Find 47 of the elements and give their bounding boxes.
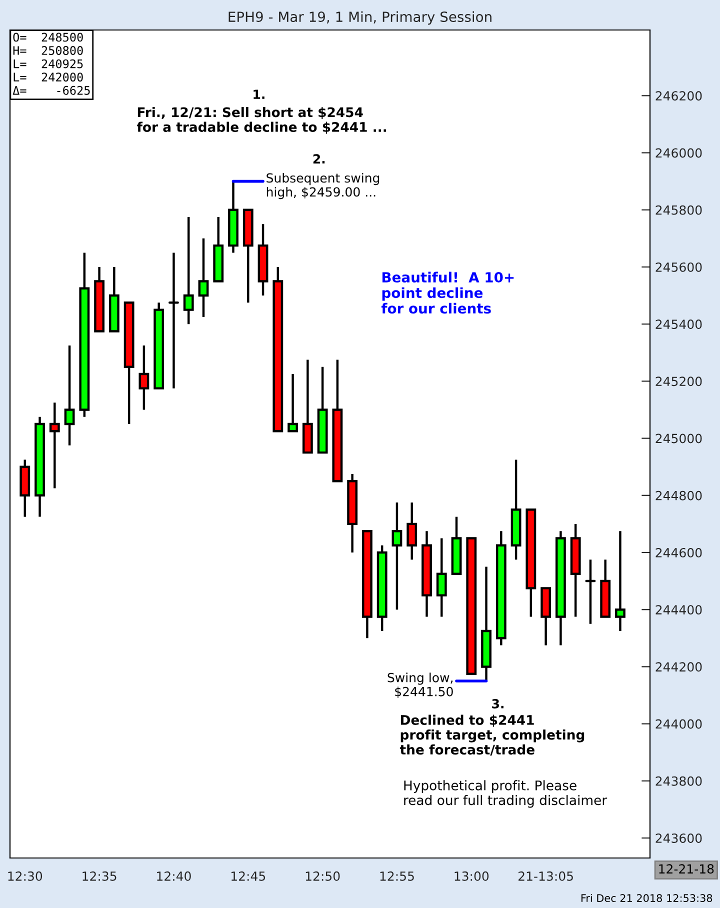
- x-tick-label: 12:50: [306, 871, 340, 881]
- annotation: Swing low, $2441.50: [388, 672, 453, 698]
- y-tick-label: 244200: [656, 662, 702, 672]
- x-tick-label: 12:55: [380, 871, 414, 881]
- text: Fri Dec 21 2018 12:53:38: [581, 894, 712, 902]
- annotation: Fri., 12/21: Sell short at $2454 for a tradable decline to $2441 ...: [136, 107, 386, 134]
- annotation: 2.: [313, 154, 325, 164]
- text: 12-21-18: [659, 864, 714, 874]
- annotation: Beautiful! A 10+ point decline for our clients: [381, 272, 514, 314]
- y-tick-label: 244000: [656, 719, 702, 729]
- annotation: Declined to $2441 profit target, completing the forecast/trade: [400, 714, 584, 756]
- y-tick-label: 246000: [656, 148, 702, 158]
- candlestick: [138, 344, 150, 411]
- candlestick: [198, 237, 209, 318]
- candlestick: [64, 344, 75, 447]
- y-tick-label: 246200: [656, 91, 702, 101]
- x-tick-label: 21-13:05: [518, 871, 573, 881]
- y-tick-label: 244600: [656, 548, 702, 558]
- x-tick-label: 12:35: [82, 871, 116, 881]
- annotation: Hypothetical profit. Please read our full trading disclaimer: [404, 780, 608, 808]
- y-tick-label: 245600: [656, 262, 702, 272]
- candlestick: [406, 501, 418, 561]
- x-tick-label: 12:45: [232, 871, 266, 881]
- candlestick: [288, 372, 298, 432]
- y-tick-label: 244400: [656, 605, 702, 615]
- x-tick-label: 12:30: [8, 871, 42, 881]
- y-tick-label: 243600: [656, 833, 702, 843]
- candlestick: [585, 558, 596, 625]
- candlestick: [49, 401, 60, 490]
- y-tick-label: 244800: [656, 490, 702, 500]
- y-tick-label: 245000: [656, 434, 702, 444]
- candlestick: [615, 530, 626, 632]
- candlestick: [436, 537, 447, 618]
- x-tick-label: 12:40: [157, 871, 191, 881]
- annotation: 3.: [492, 698, 504, 708]
- y-tick-label: 245200: [656, 376, 702, 386]
- annotation: Subsequent swing high, $2459.00 ...: [266, 172, 380, 200]
- y-tick-label: 243800: [656, 776, 702, 786]
- candlestick: [183, 216, 194, 326]
- y-tick-label: 245400: [656, 320, 702, 330]
- y-tick-label: 245800: [656, 205, 702, 215]
- chart-title: EPH9 - Mar 19, 1 Min, Primary Session: [228, 11, 492, 25]
- candlestick: [392, 501, 402, 611]
- annotation: O= 248500 H= 250800 L= 240925 L= 242000 Δ= -6625: [12, 32, 90, 95]
- candlestick: [168, 252, 179, 390]
- annotation: 1.: [254, 90, 264, 99]
- x-tick-label: 13:00: [454, 871, 489, 881]
